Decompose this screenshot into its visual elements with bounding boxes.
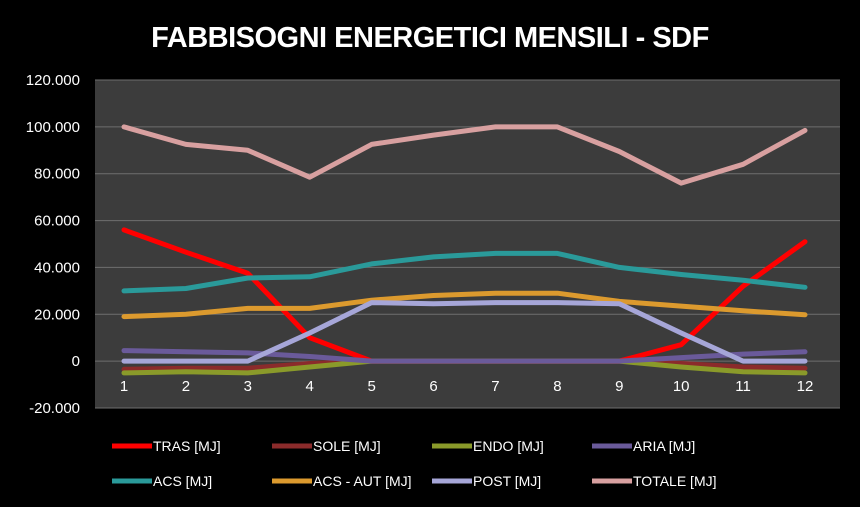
y-tick-label: 20.000 — [34, 306, 80, 323]
x-tick-label: 2 — [182, 378, 190, 395]
y-tick-label: 40.000 — [34, 259, 80, 276]
legend-label-2: ENDO [MJ] — [473, 438, 544, 454]
x-tick-label: 4 — [306, 378, 314, 395]
y-tick-label: 120.000 — [26, 72, 80, 89]
series-line-7 — [121, 124, 808, 186]
y-tick-label: 0 — [72, 353, 80, 370]
y-tick-label: -20.000 — [29, 400, 80, 417]
legend-label-0: TRAS [MJ] — [153, 438, 221, 454]
legend-label-1: SOLE [MJ] — [313, 438, 381, 454]
x-tick-label: 10 — [673, 378, 690, 395]
legend-label-3: ARIA [MJ] — [633, 438, 695, 454]
y-tick-label: 60.000 — [34, 213, 80, 230]
y-tick-label: 80.000 — [34, 166, 80, 183]
x-tick-label: 5 — [367, 378, 375, 395]
series-line-6 — [121, 300, 808, 364]
x-tick-label: 3 — [244, 378, 252, 395]
series-lines — [121, 124, 808, 376]
legend-label-6: POST [MJ] — [473, 473, 541, 489]
x-tick-label: 9 — [615, 378, 623, 395]
series-line-4 — [121, 250, 808, 294]
x-tick-label: 11 — [735, 378, 751, 395]
legend-label-7: TOTALE [MJ] — [633, 473, 717, 489]
x-axis-labels: 1 2 3 4 5 6 7 8 9 10 11 12 — [120, 378, 814, 395]
x-tick-label: 1 — [120, 378, 128, 395]
legend-label-4: ACS [MJ] — [153, 473, 212, 489]
x-tick-label: 8 — [553, 378, 561, 395]
y-tick-label: 100.000 — [26, 119, 80, 136]
grid-lines — [95, 79, 840, 409]
legend: TRAS [MJ] SOLE [MJ] ENDO [MJ] ARIA [MJ] ACS … — [112, 438, 717, 489]
series-line-5 — [121, 290, 808, 320]
x-tick-label: 12 — [797, 378, 814, 395]
chart-title: FABBISOGNI ENERGETICI MENSILI - SDF — [151, 22, 709, 54]
x-tick-label: 6 — [429, 378, 437, 395]
x-tick-label: 7 — [491, 378, 499, 395]
series-line-3 — [121, 348, 808, 364]
legend-label-5: ACS - AUT [MJ] — [313, 473, 412, 489]
y-axis-labels: -20.000 0 20.000 40.000 60.000 80.000 100.000 1… — [26, 72, 80, 417]
